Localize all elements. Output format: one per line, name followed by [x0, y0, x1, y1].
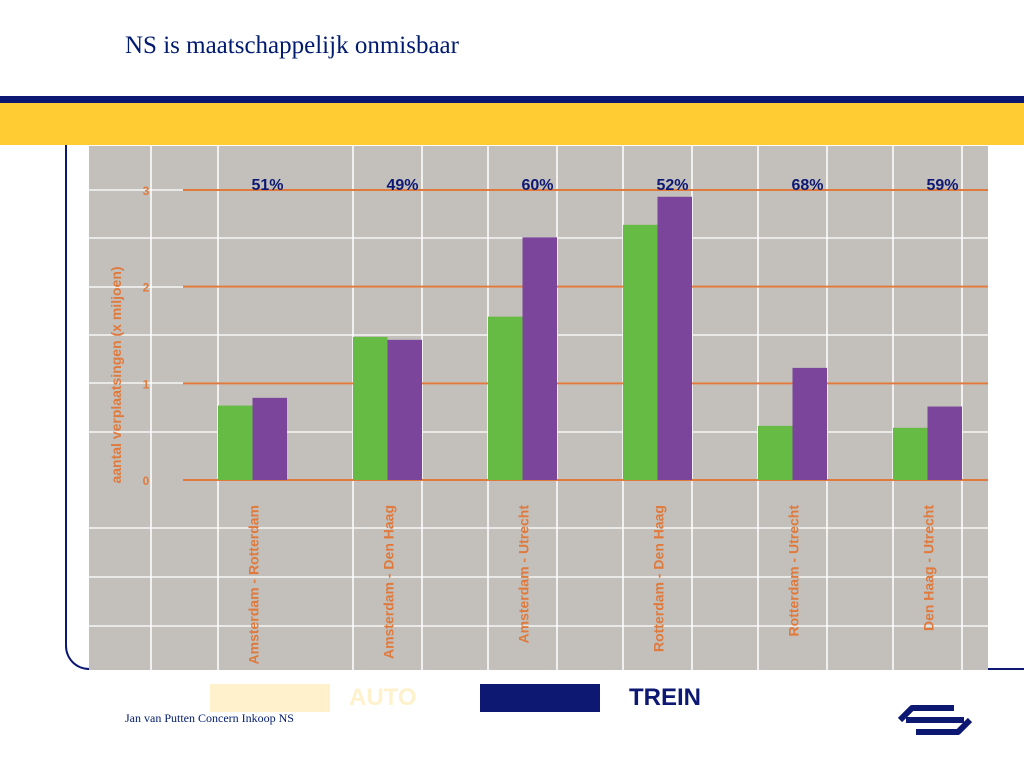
y-tick-label: 1 [143, 377, 150, 391]
category-label: Amsterdam - Den Haag [381, 505, 397, 659]
bar [657, 196, 692, 480]
legend-label-trein: TREIN [629, 684, 701, 711]
bar [792, 367, 827, 480]
legend-label-auto: AUTO [349, 684, 417, 711]
bar [353, 336, 388, 480]
percentage-label: 51% [251, 177, 283, 194]
percentage-label: 49% [386, 177, 418, 194]
bar [927, 406, 962, 480]
y-tick-label: 3 [143, 184, 150, 198]
category-label: Amsterdam - Rotterdam [246, 505, 262, 664]
header-yellow-bar [0, 103, 1024, 145]
y-tick-label: 0 [143, 474, 150, 488]
bar [522, 237, 557, 480]
bar [252, 397, 287, 480]
legend-swatch-trein [480, 684, 600, 712]
percentage-label: 60% [521, 177, 553, 194]
y-axis-label: aantal verplaatsingen (x miljoen) [108, 266, 124, 483]
category-label: Rotterdam - Utrecht [786, 505, 802, 637]
value-gridlines [183, 189, 988, 481]
percentage-label: 68% [791, 177, 823, 194]
bar [623, 224, 658, 480]
percentage-label: 59% [926, 177, 958, 194]
bar [488, 316, 523, 480]
percentage-label: 52% [656, 177, 688, 194]
y-tick-labels: 0 1 2 3 [143, 184, 150, 488]
y-tick-label: 2 [143, 281, 150, 295]
category-label: Rotterdam - Den Haag [651, 505, 667, 652]
bar [218, 405, 253, 480]
legend-swatch-auto [210, 684, 330, 712]
category-labels: Amsterdam - Rotterdam Amsterdam - Den Haa… [246, 505, 937, 665]
bar [758, 425, 793, 480]
bar [387, 339, 422, 480]
header-navy-bar [0, 96, 1024, 103]
category-label: Den Haag - Utrecht [921, 505, 937, 631]
category-label: Amsterdam - Utrecht [516, 505, 532, 644]
slide-title: NS is maatschappelijk onmisbaar [125, 32, 459, 59]
percentage-labels: 51% 49% 60% 52% 68% 59% [251, 177, 958, 194]
ns-logo-icon [897, 705, 973, 735]
footer-text: Jan van Putten Concern Inkoop NS [125, 711, 294, 725]
bar [893, 427, 928, 480]
bars [218, 196, 962, 480]
